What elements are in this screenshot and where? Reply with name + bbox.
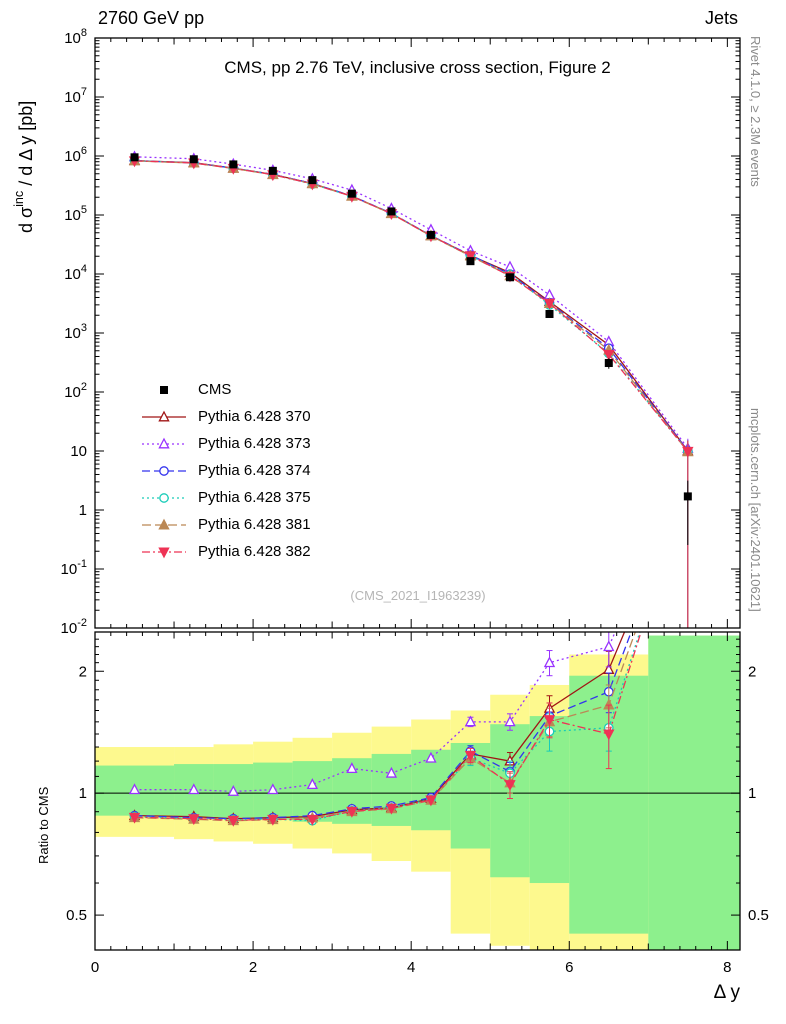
y-tick-label-ratio: 0.5: [66, 907, 87, 924]
green-band-segment: [490, 724, 530, 878]
green-band-segment: [648, 635, 740, 950]
y-tick-label-ratio: 2: [748, 663, 756, 680]
legend-marker-circle: [142, 492, 186, 503]
y-tick-label-main: 106: [64, 145, 87, 165]
legend-item: Pythia 6.428 370: [140, 403, 311, 430]
legend-label: Pythia 6.428 375: [198, 489, 311, 506]
y-tick-label-main: 1: [79, 502, 87, 519]
legend-label: CMS: [198, 381, 232, 398]
legend-label: Pythia 6.428 373: [198, 435, 311, 452]
jets-label: Jets: [704, 8, 738, 28]
x-tick-label: 0: [91, 959, 99, 976]
legend-label: Pythia 6.428 370: [198, 408, 311, 425]
legend-item: Pythia 6.428 375: [140, 484, 311, 511]
y-tick-label-main: 104: [64, 263, 87, 283]
ratio-pythia-6.428-373: [128, 632, 616, 796]
legend-marker-triangle-down: [142, 547, 186, 558]
main-panel-frame: [94, 37, 741, 629]
y-tick-label-main: 102: [64, 381, 87, 401]
beam-energy-label: 2760 GeV pp: [98, 8, 205, 28]
y-tick-label-main: 10-2: [61, 617, 87, 637]
legend-item: Pythia 6.428 374: [140, 457, 311, 484]
legend-marker-triangle-up: [142, 410, 186, 421]
y-tick-label-main: 108: [64, 27, 87, 47]
y-tick-label-main: 105: [64, 204, 87, 224]
legend-item: Pythia 6.428 381: [140, 511, 311, 538]
legend-label: Pythia 6.428 382: [198, 543, 311, 560]
mcplots-credit-label: mcplots.cern.ch [arXiv:2401.10621]: [748, 408, 763, 612]
legend-item: Pythia 6.428 373: [140, 430, 311, 457]
y-tick-label-ratio: 0.5: [748, 907, 769, 924]
x-tick-label: 2: [249, 959, 257, 976]
y-tick-label-main: 10-1: [61, 558, 87, 578]
y-tick-label-ratio: 1: [748, 785, 756, 802]
y-tick-label-main: 103: [64, 322, 87, 342]
legend-item: CMS: [140, 376, 311, 403]
x-tick-label: 4: [407, 959, 415, 976]
y-axis-label-ratio: Ratio to CMS: [36, 786, 51, 864]
y-tick-label-main: 107: [64, 86, 87, 106]
rivet-version-label: Rivet 4.1.0, ≥ 2.3M events: [748, 36, 763, 187]
legend-marker-triangle-up: [142, 437, 186, 448]
green-band-segment: [411, 749, 451, 831]
legend-marker-square: [160, 385, 168, 394]
legend-marker-circle: [142, 465, 186, 476]
y-tick-label-main: 10: [70, 443, 87, 460]
x-axis-label: Δ y: [713, 982, 740, 1003]
y-axis-label-main: d σinc / d Δ y [pb]: [12, 100, 36, 233]
x-tick-label: 8: [723, 959, 731, 976]
plot-title: CMS, pp 2.76 TeV, inclusive cross sectio…: [224, 58, 611, 77]
legend: CMS Pythia 6.428 370 Pythia 6.428 373 Pythi…: [140, 376, 311, 565]
y-tick-label-ratio: 1: [79, 785, 87, 802]
series-cms: [130, 153, 692, 546]
legend-item: Pythia 6.428 382: [140, 538, 311, 565]
legend-label: Pythia 6.428 374: [198, 462, 311, 479]
ratio-pythia-6.428-382: [128, 632, 642, 827]
y-tick-label-ratio: 2: [79, 663, 87, 680]
green-band-segment: [371, 753, 412, 826]
legend-label: Pythia 6.428 381: [198, 516, 311, 533]
x-tick-label: 6: [565, 959, 573, 976]
watermark: (CMS_2021_I1963239): [350, 588, 486, 603]
ratio-series: [128, 632, 642, 827]
ratio-panel-frame: [94, 631, 741, 951]
uncertainty-bands: [95, 635, 740, 950]
legend-marker-triangle-up: [142, 518, 186, 529]
